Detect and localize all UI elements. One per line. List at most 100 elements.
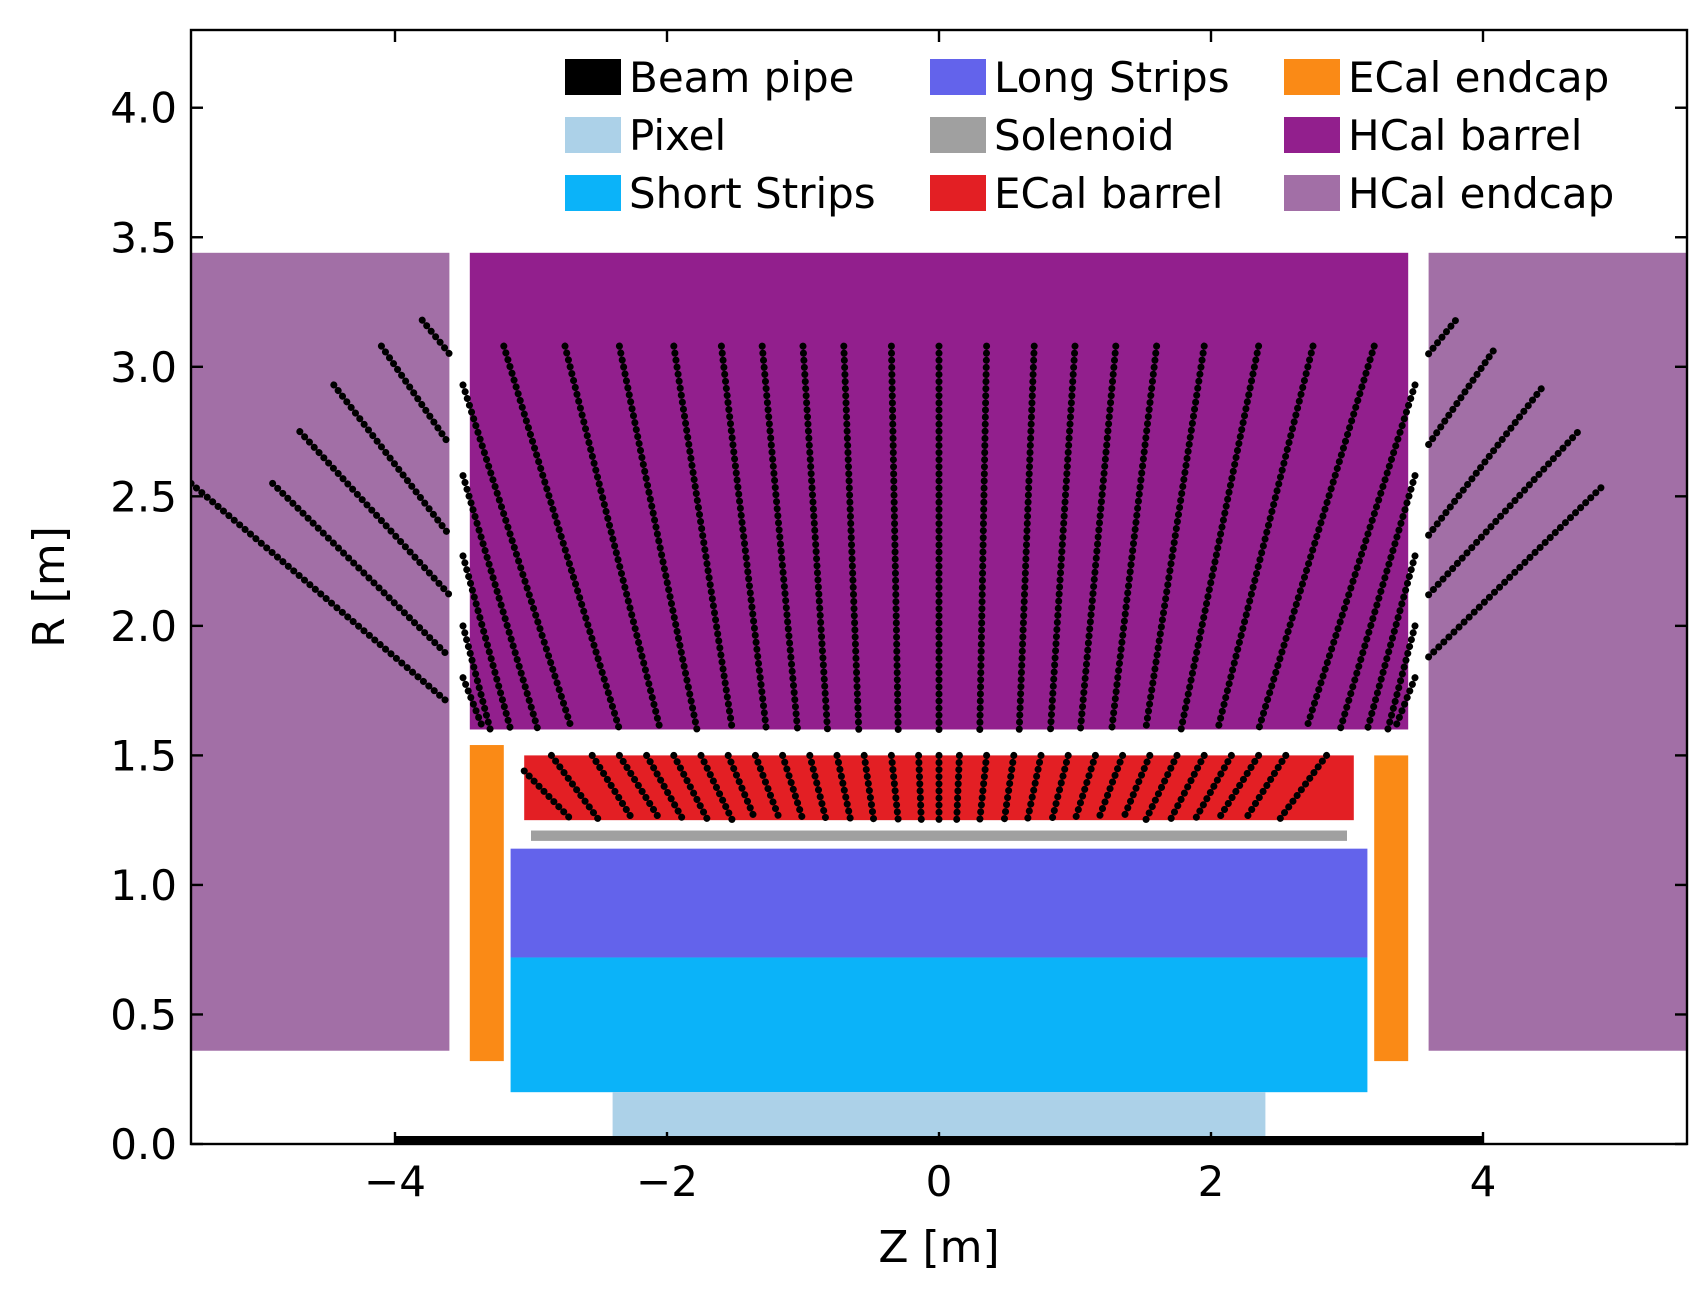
detector-regions: [191, 252, 1687, 1144]
hcal-endcap-region-2: [1428, 252, 1687, 1051]
ecal-barrel-track-2: [547, 751, 603, 824]
ecal-barrel-track-4: [615, 751, 664, 824]
hcal-barrel-track-7: [561, 342, 664, 733]
hcal-barrel-track-4: [459, 622, 494, 733]
legend-swatch-solenoid: [930, 117, 986, 153]
long-strips-region-1: [510, 848, 1368, 958]
y-tick-label: 3.5: [110, 213, 177, 262]
legend-label-hcal-barrel: HCal barrel: [1348, 111, 1582, 160]
hcal-barrel-track-21: [1142, 342, 1208, 733]
hcal-barrel-track-20: [1108, 342, 1161, 733]
hcal-barrel-track-16: [976, 342, 991, 733]
solenoid-region-1: [531, 830, 1347, 841]
hcal-barrel-track-26: [1336, 472, 1419, 733]
legend-swatch-short-strips: [565, 175, 621, 211]
ecal-barrel-track-23: [1094, 751, 1127, 824]
legend-swatch-hcal-barrel: [1284, 117, 1340, 153]
ecal-barrel-track-24: [1119, 751, 1154, 824]
legend-swatch-beam-pipe: [565, 59, 621, 95]
x-tick-label: 2: [1198, 1157, 1225, 1206]
ecal-barrel-track-21: [1048, 751, 1072, 824]
particle-tracks: [191, 316, 1609, 824]
hcal-endcap-track-4: [330, 381, 453, 539]
short-strips-region-1: [510, 957, 1368, 1093]
hcal-endcap-track-3: [296, 428, 453, 599]
ecal-barrel-track-30: [1275, 751, 1331, 824]
ecal-barrel-track-15: [915, 751, 925, 824]
legend-label-hcal-endcap: HCal endcap: [1348, 169, 1614, 218]
hcal-barrel-track-2: [459, 472, 542, 733]
hcal-barrel-track-10: [717, 342, 770, 733]
ecal-barrel-track-10: [779, 751, 807, 824]
ecal-barrel-track-3: [588, 751, 637, 824]
legend-label-solenoid: Solenoid: [994, 111, 1175, 160]
x-tick-label: −4: [364, 1157, 426, 1206]
hcal-barrel-track-19: [1076, 342, 1120, 733]
hcal-barrel-track-5: [459, 674, 487, 733]
ecal-barrel-track-28: [1214, 751, 1263, 824]
hcal-endcap-track-1: [191, 479, 453, 708]
ecal-endcap-region-2: [1374, 755, 1409, 1062]
ecal-barrel-track-18: [976, 751, 991, 824]
legend-swatch-ecal-endcap: [1284, 59, 1340, 95]
hcal-barrel-track-1: [459, 381, 576, 733]
ecal-endcap-region-1: [469, 745, 504, 1062]
ecal-barrel-track-9: [751, 751, 784, 824]
hcal-endcap-track-7: [1425, 479, 1609, 661]
hcal-barrel-track-14: [887, 342, 902, 733]
y-axis-label: R [m]: [24, 526, 75, 648]
hcal-endcap-track-11: [1425, 316, 1460, 358]
ecal-barrel-track-20: [1023, 751, 1045, 824]
legend-label-ecal-endcap: ECal endcap: [1348, 53, 1609, 102]
hcal-endcap-track-10: [1425, 342, 1501, 449]
legend-swatch-hcal-endcap: [1284, 175, 1340, 211]
legend-swatch-pixel: [565, 117, 621, 153]
hcal-barrel-track-18: [1047, 342, 1079, 733]
ecal-barrel-track-17: [953, 751, 963, 824]
hcal-barrel-track-9: [670, 342, 736, 733]
hcal-barrel-track-22: [1177, 342, 1263, 733]
ecal-barrel-track-29: [1241, 751, 1290, 824]
legend-label-long-strips: Long Strips: [994, 53, 1230, 102]
y-tick-label: 1.5: [110, 731, 177, 780]
hcal-barrel-track-11: [758, 342, 802, 733]
y-tick-label: 4.0: [110, 84, 177, 133]
x-axis-label: Z [m]: [878, 1222, 999, 1273]
hcal-barrel-track-13: [840, 342, 863, 733]
hcal-barrel-track-3: [459, 552, 515, 733]
ecal-barrel-track-22: [1071, 751, 1099, 824]
y-tick-label: 2.0: [110, 602, 177, 651]
y-tick-label: 3.0: [110, 343, 177, 392]
legend-label-ecal-barrel: ECal barrel: [994, 169, 1223, 218]
hcal-barrel-track-8: [615, 342, 701, 733]
y-tick-label: 2.5: [110, 472, 177, 521]
ecal-barrel-track-1: [520, 767, 576, 824]
hcal-barrel-track-23: [1214, 342, 1317, 733]
ecal-barrel-track-7: [697, 751, 736, 824]
legend-swatch-ecal-barrel: [930, 175, 986, 211]
hcal-endcap-track-6: [418, 316, 453, 358]
axis-ticks: −4 −2 0 2 4 0.0 0.5 1.0 1.5 2.0 2.5 3.0 3.5 4.0: [110, 30, 1687, 1206]
legend: Beam pipe Pixel Short Strips Long Strips Sol…: [565, 53, 1614, 218]
ecal-barrel-track-5: [643, 751, 687, 824]
x-tick-label: 4: [1470, 1157, 1497, 1206]
x-tick-label: −2: [636, 1157, 698, 1206]
ecal-barrel-track-8: [724, 751, 759, 824]
hcal-barrel-track-27: [1363, 552, 1419, 733]
hcal-endcap-track-9: [1425, 381, 1548, 539]
ecal-barrel-track-13: [860, 751, 878, 824]
ecal-barrel-track-25: [1142, 751, 1181, 824]
ecal-barrel-track-27: [1191, 751, 1235, 824]
ecal-barrel-track-14: [887, 751, 902, 824]
y-tick-label: 0.5: [110, 990, 177, 1039]
hcal-barrel-track-6: [500, 342, 623, 733]
hcal-barrel-track-12: [799, 342, 831, 733]
ecal-barrel-track-12: [833, 751, 855, 824]
hcal-endcap-track-8: [1425, 428, 1582, 599]
hcal-endcap-track-5: [377, 342, 453, 449]
hcal-barrel-track-29: [1391, 674, 1419, 733]
ecal-barrel-track-19: [1000, 751, 1018, 824]
legend-label-short-strips: Short Strips: [629, 169, 876, 218]
pixel-region-1: [612, 1092, 1266, 1138]
